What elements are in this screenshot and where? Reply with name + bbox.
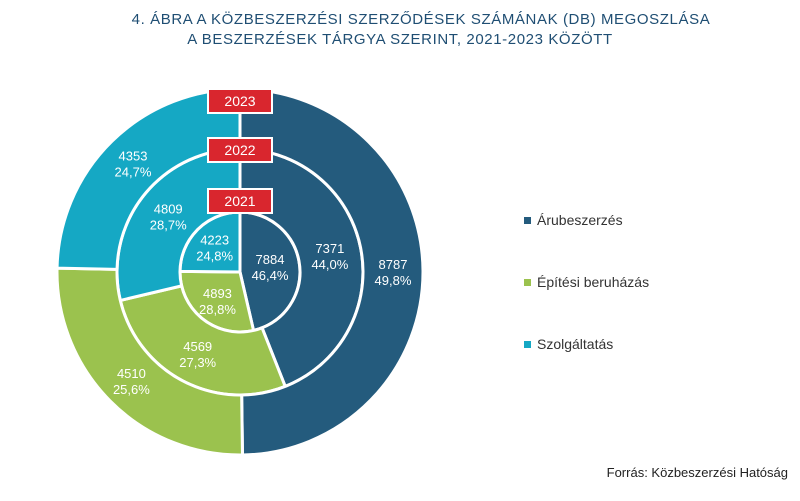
data-label-value: 4223 [200,232,229,247]
year-tag-label: 2021 [224,193,255,209]
data-label-value: 8787 [379,257,408,272]
data-label-2021-szolgaltatas: 4223 24,8% [196,232,233,263]
legend-label: Szolgáltatás [537,336,614,352]
data-label-2021-arubeszerzes: 7884 46,4% [252,252,289,283]
data-label-value: 4893 [203,286,232,301]
data-label-percent: 27,3% [179,355,216,370]
data-label-percent: 49,8% [375,273,412,288]
legend-label: Árubeszerzés [537,212,623,228]
data-label-2023-szolgaltatas: 4353 24,7% [115,149,152,180]
data-label-2022-epitesi-beruhazas: 4569 27,3% [179,339,216,370]
data-label-2023-epitesi-beruhazas: 4510 25,6% [113,366,150,397]
data-label-percent: 28,8% [199,302,236,317]
chart-title-line1: 4. ÁBRA A KÖZBESZERZÉSI SZERZŐDÉSEK SZÁM… [131,11,711,28]
chart-title: 4. ÁBRA A KÖZBESZERZÉSI SZERZŐDÉSEK SZÁM… [0,10,800,50]
year-tag-label: 2023 [224,93,255,109]
year-tag-box [207,188,273,214]
data-label-2022-szolgaltatas: 4809 28,7% [150,201,187,232]
data-label-percent: 44,0% [311,257,348,272]
year-tag-2023: 2023 [207,88,273,114]
data-label-value: 4809 [154,201,183,216]
data-label-value: 4353 [119,149,148,164]
year-tag-2021: 2021 [207,188,273,214]
data-label-2023-arubeszerzes: 8787 49,8% [375,257,412,288]
data-label-percent: 24,7% [115,165,152,180]
data-label-value: 7884 [256,252,285,267]
legend-swatch [524,216,531,224]
slice-2023-arubeszerzes [238,87,425,457]
source-note: Forrás: Közbeszerzési Hatóság [606,465,788,480]
legend-label: Építési beruházás [537,274,650,290]
data-label-2021-epitesi-beruhazas: 4893 28,8% [199,286,236,317]
data-label-percent: 25,6% [113,382,150,397]
chart-title-line2: A BESZERZÉSEK TÁRGYA SZERINT, 2021-2023 … [187,31,613,48]
legend-item-arubeszerzes: Árubeszerzés [524,212,623,228]
data-label-2022-arubeszerzes: 7371 44,0% [311,241,348,272]
year-tag-box [207,137,273,163]
slice-2023-epitesi-beruhazas [55,266,244,457]
data-label-value: 4510 [117,366,146,381]
data-label-value: 7371 [315,241,344,256]
year-tag-box [207,88,273,114]
year-tag-2022: 2022 [207,137,273,163]
data-label-percent: 24,8% [196,248,233,263]
data-label-percent: 28,7% [150,217,187,232]
legend-swatch [524,340,531,348]
data-label-value: 4569 [183,339,212,354]
legend-swatch [524,278,531,286]
legend-item-szolgaltatas: Szolgáltatás [524,336,613,352]
data-label-percent: 46,4% [252,268,289,283]
legend-item-epitesi-beruhazas: Építési beruházás [524,274,649,290]
year-tag-label: 2022 [224,142,255,158]
